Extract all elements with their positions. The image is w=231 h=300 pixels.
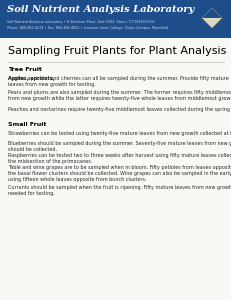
Text: Tree Fruit: Tree Fruit [8,67,42,72]
Text: Pears and plums are also sampled during the summer. The former requires fifty mi: Pears and plums are also sampled during … [8,90,231,101]
Polygon shape [201,8,221,18]
Text: ⚗: ⚗ [208,14,214,20]
Text: Apples, apricots, and cherries can all be sampled during the summer. Provide fif: Apples, apricots, and cherries can all b… [8,76,228,87]
Text: Sampling Fruit Plants for Plant Analysis: Sampling Fruit Plants for Plant Analysis [8,46,225,56]
Text: Raspberries can be tested two to three weeks after harvest using fifty mature le: Raspberries can be tested two to three w… [8,153,231,164]
Text: Peaches and nectarines require twenty-five middlemost leaves collected during th: Peaches and nectarines require twenty-fi… [8,107,231,112]
Text: Blueberries should be sampled during the summer. Seventy-five mature leaves from: Blueberries should be sampled during the… [8,141,231,152]
Bar [0,0,231,38]
Text: Table and wine grapes are to be sampled when in bloom. Fifty petioles from leave: Table and wine grapes are to be sampled … [8,165,231,181]
Text: Apples, apricots,: Apples, apricots, [8,76,54,81]
Text: Strawberries can be tested using twenty-five mature leaves from new growth colle: Strawberries can be tested using twenty-… [8,131,231,136]
Text: Soil Nutrient Analysis Laboratory • 6 Sherman Place, Unit 5102, Storrs, CT 06269: Soil Nutrient Analysis Laboratory • 6 Sh… [7,20,154,24]
Polygon shape [201,8,221,28]
Text: Currants should be sampled when the fruit is ripening. Fifty mature leaves from : Currants should be sampled when the frui… [8,185,231,196]
Text: Phone: 860-486-4274 • Fax: 860-486-4562 • Location: Inion Cottage, Depot Campus,: Phone: 860-486-4274 • Fax: 860-486-4562 … [7,26,167,30]
Text: Small Fruit: Small Fruit [8,122,46,127]
Text: Soil Nutrient Analysis Laboratory: Soil Nutrient Analysis Laboratory [7,5,193,14]
